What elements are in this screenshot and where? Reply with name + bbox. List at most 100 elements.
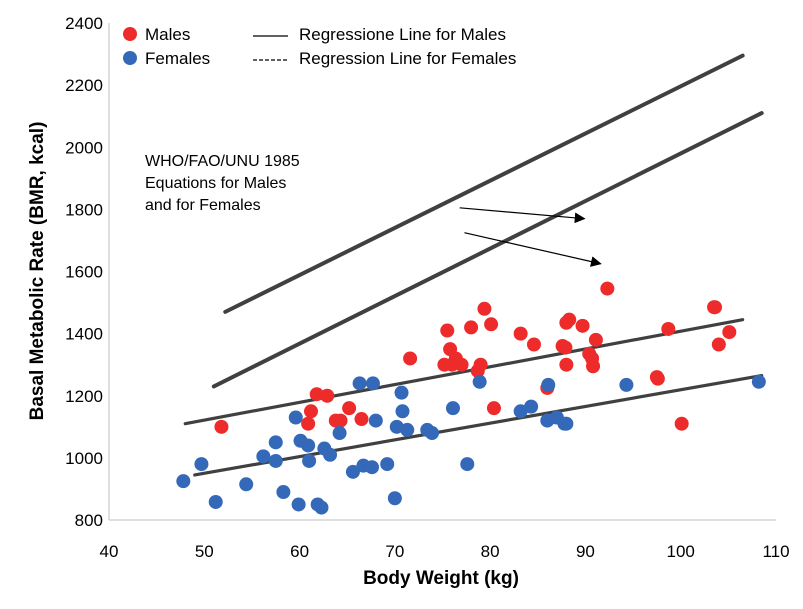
females-data-point — [276, 485, 291, 500]
males-data-point — [214, 419, 229, 434]
axes — [108, 23, 776, 521]
males-data-point — [708, 300, 723, 315]
males-data-point — [354, 412, 369, 427]
males-data-point — [588, 332, 603, 347]
females-data-point — [400, 422, 415, 437]
regression-line-males — [183, 318, 745, 426]
females-data-point — [291, 497, 306, 512]
legend-label-males: Males — [145, 25, 190, 44]
females-data-point — [302, 453, 317, 468]
males-data-point — [320, 388, 335, 403]
y-tick-label: 1800 — [65, 200, 103, 219]
males-data-point — [722, 325, 737, 340]
females-data-point — [619, 377, 634, 392]
legend-marker-males — [123, 27, 137, 41]
females-data-point — [368, 413, 383, 428]
y-tick-label: 1000 — [65, 449, 103, 468]
females-data-point — [380, 457, 395, 472]
annotation-line-3: and for Females — [145, 197, 261, 214]
males-data-point — [473, 357, 488, 372]
y-tick-labels: 800 1000 1200 1400 1600 1800 2000 2200 2400 — [65, 14, 103, 530]
females-data-point — [524, 399, 539, 414]
males-data-point — [486, 401, 501, 416]
females-data-point — [323, 447, 338, 462]
males-data-point — [562, 312, 577, 327]
females-data-point — [445, 401, 460, 416]
females-data-point — [513, 404, 528, 419]
x-tick-label: 60 — [290, 542, 309, 561]
males-data-point — [309, 387, 324, 402]
y-tick-label: 2000 — [65, 138, 103, 157]
annotation-arrows — [459, 207, 602, 267]
x-tick-label: 110 — [762, 542, 789, 561]
legend-label-regression-females: Regression Line for Females — [299, 49, 516, 68]
males-data-point — [661, 321, 676, 336]
males-data-point — [674, 416, 689, 431]
males-data-point — [575, 318, 590, 333]
females-data-point — [268, 435, 283, 450]
females-data-point — [268, 453, 283, 468]
females-data-point — [541, 377, 556, 392]
x-tick-label: 50 — [195, 542, 214, 561]
males-data-point — [559, 357, 574, 372]
males-data-point — [526, 337, 541, 352]
females-data-point — [460, 457, 475, 472]
males-data-point — [301, 416, 316, 431]
legend: Males Females Regressione Line for Males… — [123, 25, 516, 68]
males-data-point — [304, 404, 319, 419]
females-data-point — [364, 460, 379, 475]
regression-line-females — [193, 373, 764, 477]
females-data-point — [332, 426, 347, 441]
females-data-point — [751, 374, 766, 389]
trend-lines — [183, 53, 764, 477]
legend-marker-females — [123, 51, 137, 65]
x-axis-title: Body Weight (kg) — [363, 568, 519, 589]
y-tick-label: 1200 — [65, 387, 103, 406]
who-equation-line-males — [223, 53, 745, 314]
females-data-point — [345, 464, 360, 479]
males-data-point — [333, 413, 348, 428]
females-data-point — [425, 426, 440, 441]
females-data-point — [176, 474, 191, 489]
y-tick-label: 1600 — [65, 263, 103, 282]
annotation-arrow-females — [464, 232, 602, 267]
males-data-point — [586, 359, 601, 374]
legend-label-females: Females — [145, 49, 210, 68]
females-data-point — [314, 500, 329, 515]
females-data-point — [288, 410, 303, 425]
females-data-point — [365, 376, 380, 391]
legend-label-regression-males: Regressione Line for Males — [299, 25, 506, 44]
females-data-point — [194, 457, 209, 472]
y-tick-label: 1400 — [65, 325, 103, 344]
males-data-point — [600, 281, 615, 296]
males-data-point — [454, 357, 469, 372]
females-data-point — [352, 376, 367, 391]
males-data-point — [464, 320, 479, 335]
x-tick-label: 40 — [100, 542, 119, 561]
females-data-point — [395, 404, 410, 419]
y-axis-title: Basal Metabolic Rate (BMR, kcal) — [27, 122, 48, 421]
x-tick-label: 80 — [481, 542, 500, 561]
males-data-point — [484, 317, 499, 332]
males-data-point — [440, 323, 455, 338]
males-data-point — [477, 301, 492, 316]
y-tick-label: 2400 — [65, 14, 103, 33]
females-data-point — [239, 477, 254, 492]
who-equation-annotation: WHO/FAO/UNU 1985 Equations for Males and… — [145, 153, 300, 214]
females-data-point — [256, 449, 271, 464]
annotation-arrow-males — [459, 207, 586, 224]
annotation-line-1: WHO/FAO/UNU 1985 — [145, 153, 300, 170]
x-tick-label: 70 — [385, 542, 404, 561]
males-data-point — [650, 371, 665, 386]
females-data-point — [559, 416, 574, 431]
males-data-point — [711, 337, 726, 352]
x-tick-labels: 40 50 60 70 80 90 100 110 — [100, 542, 790, 561]
females-data-point — [394, 385, 409, 400]
who-equation-line-females — [211, 111, 764, 389]
males-data-point — [403, 351, 418, 366]
y-tick-label: 2200 — [65, 76, 103, 95]
y-tick-label: 800 — [75, 511, 103, 530]
males-data-point — [558, 340, 573, 355]
males-data-point — [342, 401, 357, 416]
